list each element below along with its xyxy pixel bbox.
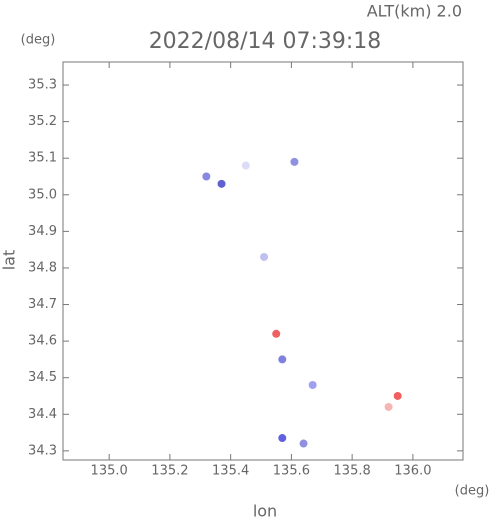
echo-point [290, 157, 299, 166]
y-tick-label: 35.0 [28, 187, 57, 202]
plot-frame [62, 61, 464, 461]
y-tick-label: 34.7 [28, 297, 57, 312]
x-tick-label: 136.0 [394, 464, 431, 479]
echo-point [278, 434, 287, 443]
echo-point [272, 329, 281, 338]
x-tick-label: 135.4 [212, 464, 249, 479]
echo-point [202, 172, 211, 181]
echo-point [393, 391, 402, 400]
altitude: ALT(km) 2.0 [367, 2, 462, 21]
y-tick-label: 34.4 [28, 407, 57, 422]
y-tick-label: 34.9 [28, 224, 57, 239]
echo-point [308, 381, 317, 390]
x-tick-label: 135.2 [151, 464, 188, 479]
echo-point [217, 179, 226, 188]
x-tick-label: 135.0 [91, 464, 128, 479]
chart-title: 2022/08/14 07:39:18 [149, 29, 382, 54]
y-tick-label: 34.8 [28, 260, 57, 275]
y-unit: (deg) [21, 33, 56, 48]
y-tick-label: 35.2 [28, 114, 57, 129]
echo-point [384, 402, 393, 411]
x-tick-label: 135.8 [334, 464, 371, 479]
echo-point [278, 355, 287, 364]
x-tick-label: 135.6 [273, 464, 310, 479]
echo-point [241, 161, 250, 170]
y-axis-label: lat [0, 250, 19, 271]
x-unit: (deg) [455, 484, 490, 499]
echo-point [299, 439, 308, 448]
x-axis-label: lon [253, 502, 277, 521]
y-tick-label: 35.1 [28, 151, 57, 166]
y-tick-label: 34.6 [28, 334, 57, 349]
y-tick-label: 34.3 [28, 443, 57, 458]
y-tick-label: 35.3 [28, 78, 57, 93]
echo-point [260, 252, 269, 261]
y-tick-label: 34.5 [28, 370, 57, 385]
